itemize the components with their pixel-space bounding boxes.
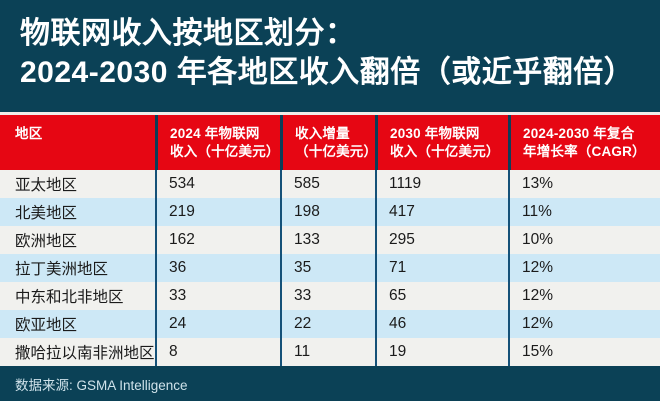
page-title-line-2: 2024-2030 年各地区收入翻倍（或近乎翻倍） [20,56,635,89]
table-row-asia-pacific: 亚太地区 534 585 1119 13% [0,170,660,198]
page-title-line-1: 物联网收入按地区划分： [20,17,356,50]
header-cell-rev-2030: 2030 年物联网 收入（十亿美元） [375,115,508,170]
table-row-north-america: 北美地区 219 198 417 11% [0,198,660,226]
footer-bar: 数据来源: GSMA Intelligence [0,366,660,401]
cell-region: 北美地区 [15,205,78,222]
header-cell-region: 地区 [0,115,155,170]
header-cell-rev-2024: 2024 年物联网 收入（十亿美元） [155,115,280,170]
header-label-line1: 2024-2030 年复合 [523,126,635,141]
cell-rev-2024: 24 [155,310,280,338]
header-label-line2: 年增长率（CAGR） [523,143,646,159]
table-row-eurasia: 欧亚地区 24 22 46 12% [0,310,660,338]
cell-cagr: 12% [508,254,660,282]
header-label-line2: 收入（十亿美元） [390,143,500,159]
cell-region: 中东和北非地区 [15,289,124,306]
cell-increment: 133 [280,226,375,254]
header-label-line2: （十亿美元） [295,143,378,159]
header-cell-cagr: 2024-2030 年复合 年增长率（CAGR） [508,115,660,170]
cell-cagr: 15% [508,338,660,366]
cell-rev-2030: 295 [375,226,508,254]
title-block: 物联网收入按地区划分： 2024-2030 年各地区收入翻倍（或近乎翻倍） [0,0,660,112]
header-label-line1: 2030 年物联网 [390,126,480,141]
cell-region: 撒哈拉以南非洲地区 [15,345,155,362]
cell-rev-2024: 33 [155,282,280,310]
cell-increment: 585 [280,170,375,198]
cell-region: 欧亚地区 [15,317,78,334]
iot-revenue-table: 地区 2024 年物联网 收入（十亿美元） 收入增量 （十亿美元） 2030 年… [0,115,660,366]
header-label-line2: 收入（十亿美元） [170,143,280,159]
cell-increment: 35 [280,254,375,282]
header-cell-increment: 收入增量 （十亿美元） [280,115,378,170]
cell-cagr: 10% [508,226,660,254]
table-row-sub-saharan-africa: 撒哈拉以南非洲地区 8 11 19 15% [0,338,660,366]
cell-cagr: 12% [508,310,660,338]
cell-rev-2030: 417 [375,198,508,226]
cell-increment: 11 [280,338,375,366]
cell-rev-2024: 36 [155,254,280,282]
title-table-divider [0,112,660,115]
header-label-line1: 2024 年物联网 [170,126,260,141]
table-row-mena: 中东和北非地区 33 33 65 12% [0,282,660,310]
table-row-latin-america: 拉丁美洲地区 36 35 71 12% [0,254,660,282]
cell-rev-2024: 8 [155,338,280,366]
table-row-europe: 欧洲地区 162 133 295 10% [0,226,660,254]
cell-rev-2030: 71 [375,254,508,282]
cell-rev-2030: 65 [375,282,508,310]
table-header-row: 地区 2024 年物联网 收入（十亿美元） 收入增量 （十亿美元） 2030 年… [0,115,660,170]
data-source-label: 数据来源: GSMA Intelligence [15,377,188,393]
cell-cagr: 13% [508,170,660,198]
cell-cagr: 11% [508,198,660,226]
cell-cagr: 12% [508,282,660,310]
header-label-line1: 收入增量 [295,126,350,141]
cell-rev-2030: 19 [375,338,508,366]
cell-region: 欧洲地区 [15,233,78,250]
cell-rev-2024: 534 [155,170,280,198]
cell-rev-2030: 46 [375,310,508,338]
cell-region: 拉丁美洲地区 [15,261,109,278]
cell-increment: 33 [280,282,375,310]
cell-rev-2030: 1119 [375,170,508,198]
cell-rev-2024: 162 [155,226,280,254]
header-label: 地区 [15,126,43,141]
cell-increment: 198 [280,198,375,226]
cell-rev-2024: 219 [155,198,280,226]
cell-increment: 22 [280,310,375,338]
cell-region: 亚太地区 [15,177,78,194]
